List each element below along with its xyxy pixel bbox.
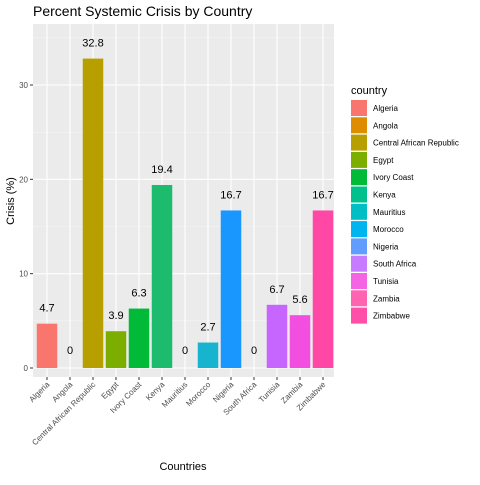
legend-label: Zimbabwe [373,312,410,321]
data-label: 19.4 [151,164,172,176]
data-label: 3.9 [108,310,123,322]
data-label: 16.7 [220,189,241,201]
y-tick-label: 30 [19,81,28,90]
y-axis: 0 10 20 30 [19,81,33,373]
legend-label: Ivory Coast [373,173,414,182]
y-axis-title: Crisis (%) [5,177,17,225]
bar [289,315,311,368]
legend-label: South Africa [373,260,417,269]
data-label: 16.7 [312,189,333,201]
bar [197,342,219,368]
legend-swatch [351,273,367,289]
legend-label: Egypt [373,156,394,165]
legend-label: Morocco [373,225,404,234]
legend-title: country [351,85,388,97]
bars [36,58,334,368]
bar [105,331,127,368]
data-label: 0 [251,345,257,357]
legend-swatch [351,186,367,203]
x-tick-label: Mauritius [160,380,189,409]
bar [312,210,334,368]
legend-label: Zambia [373,294,400,303]
legend-swatch [351,307,367,324]
legend-swatch [351,151,367,168]
legend-label: Nigeria [373,242,399,251]
legend-label: Tunisia [373,277,399,286]
bar [266,304,288,368]
legend: country Algeria Angola Central African Rep… [351,85,459,324]
legend-swatch [351,117,367,134]
legend-swatch [351,100,367,116]
legend-swatch [351,169,367,186]
y-tick-label: 20 [19,175,28,184]
bar [220,210,242,368]
bar [82,58,104,368]
legend-swatch [351,238,367,255]
legend-label: Algeria [373,104,398,113]
bar [128,308,150,368]
legend-swatch [351,290,367,307]
legend-swatch [351,255,367,272]
x-axis-title: Countries [159,461,207,473]
x-tick-label: Egypt [100,380,121,401]
data-label: 32.8 [82,38,103,50]
legend-swatch [351,134,367,151]
x-tick-label: Tunisia [257,380,282,405]
data-labels: 4.7 0 32.8 3.9 6.3 19.4 0 2.7 16.7 0 6.7 5.6 16.7 [39,38,333,357]
legend-label: Central African Republic [373,139,459,148]
chart-title: Percent Systemic Crisis by Country [33,3,252,19]
data-label: 2.7 [200,322,215,334]
bar [151,184,173,368]
data-label: 6.3 [131,288,146,300]
y-tick-label: 10 [19,270,28,279]
bar [36,323,58,368]
data-label: 4.7 [39,303,54,315]
legend-swatch [351,221,367,238]
data-label: 5.6 [292,294,307,306]
y-tick-label: 0 [24,364,29,373]
legend-label: Angola [373,121,398,130]
x-tick-label: Algeria [27,380,51,404]
data-label: 0 [67,345,73,357]
plot-panel [33,24,334,377]
legend-label: Kenya [373,191,396,200]
x-tick-label: Morocco [184,380,212,408]
legend-swatch [351,203,367,220]
data-label: 6.7 [269,284,284,296]
data-label: 0 [182,345,188,357]
legend-label: Mauritius [373,208,405,217]
